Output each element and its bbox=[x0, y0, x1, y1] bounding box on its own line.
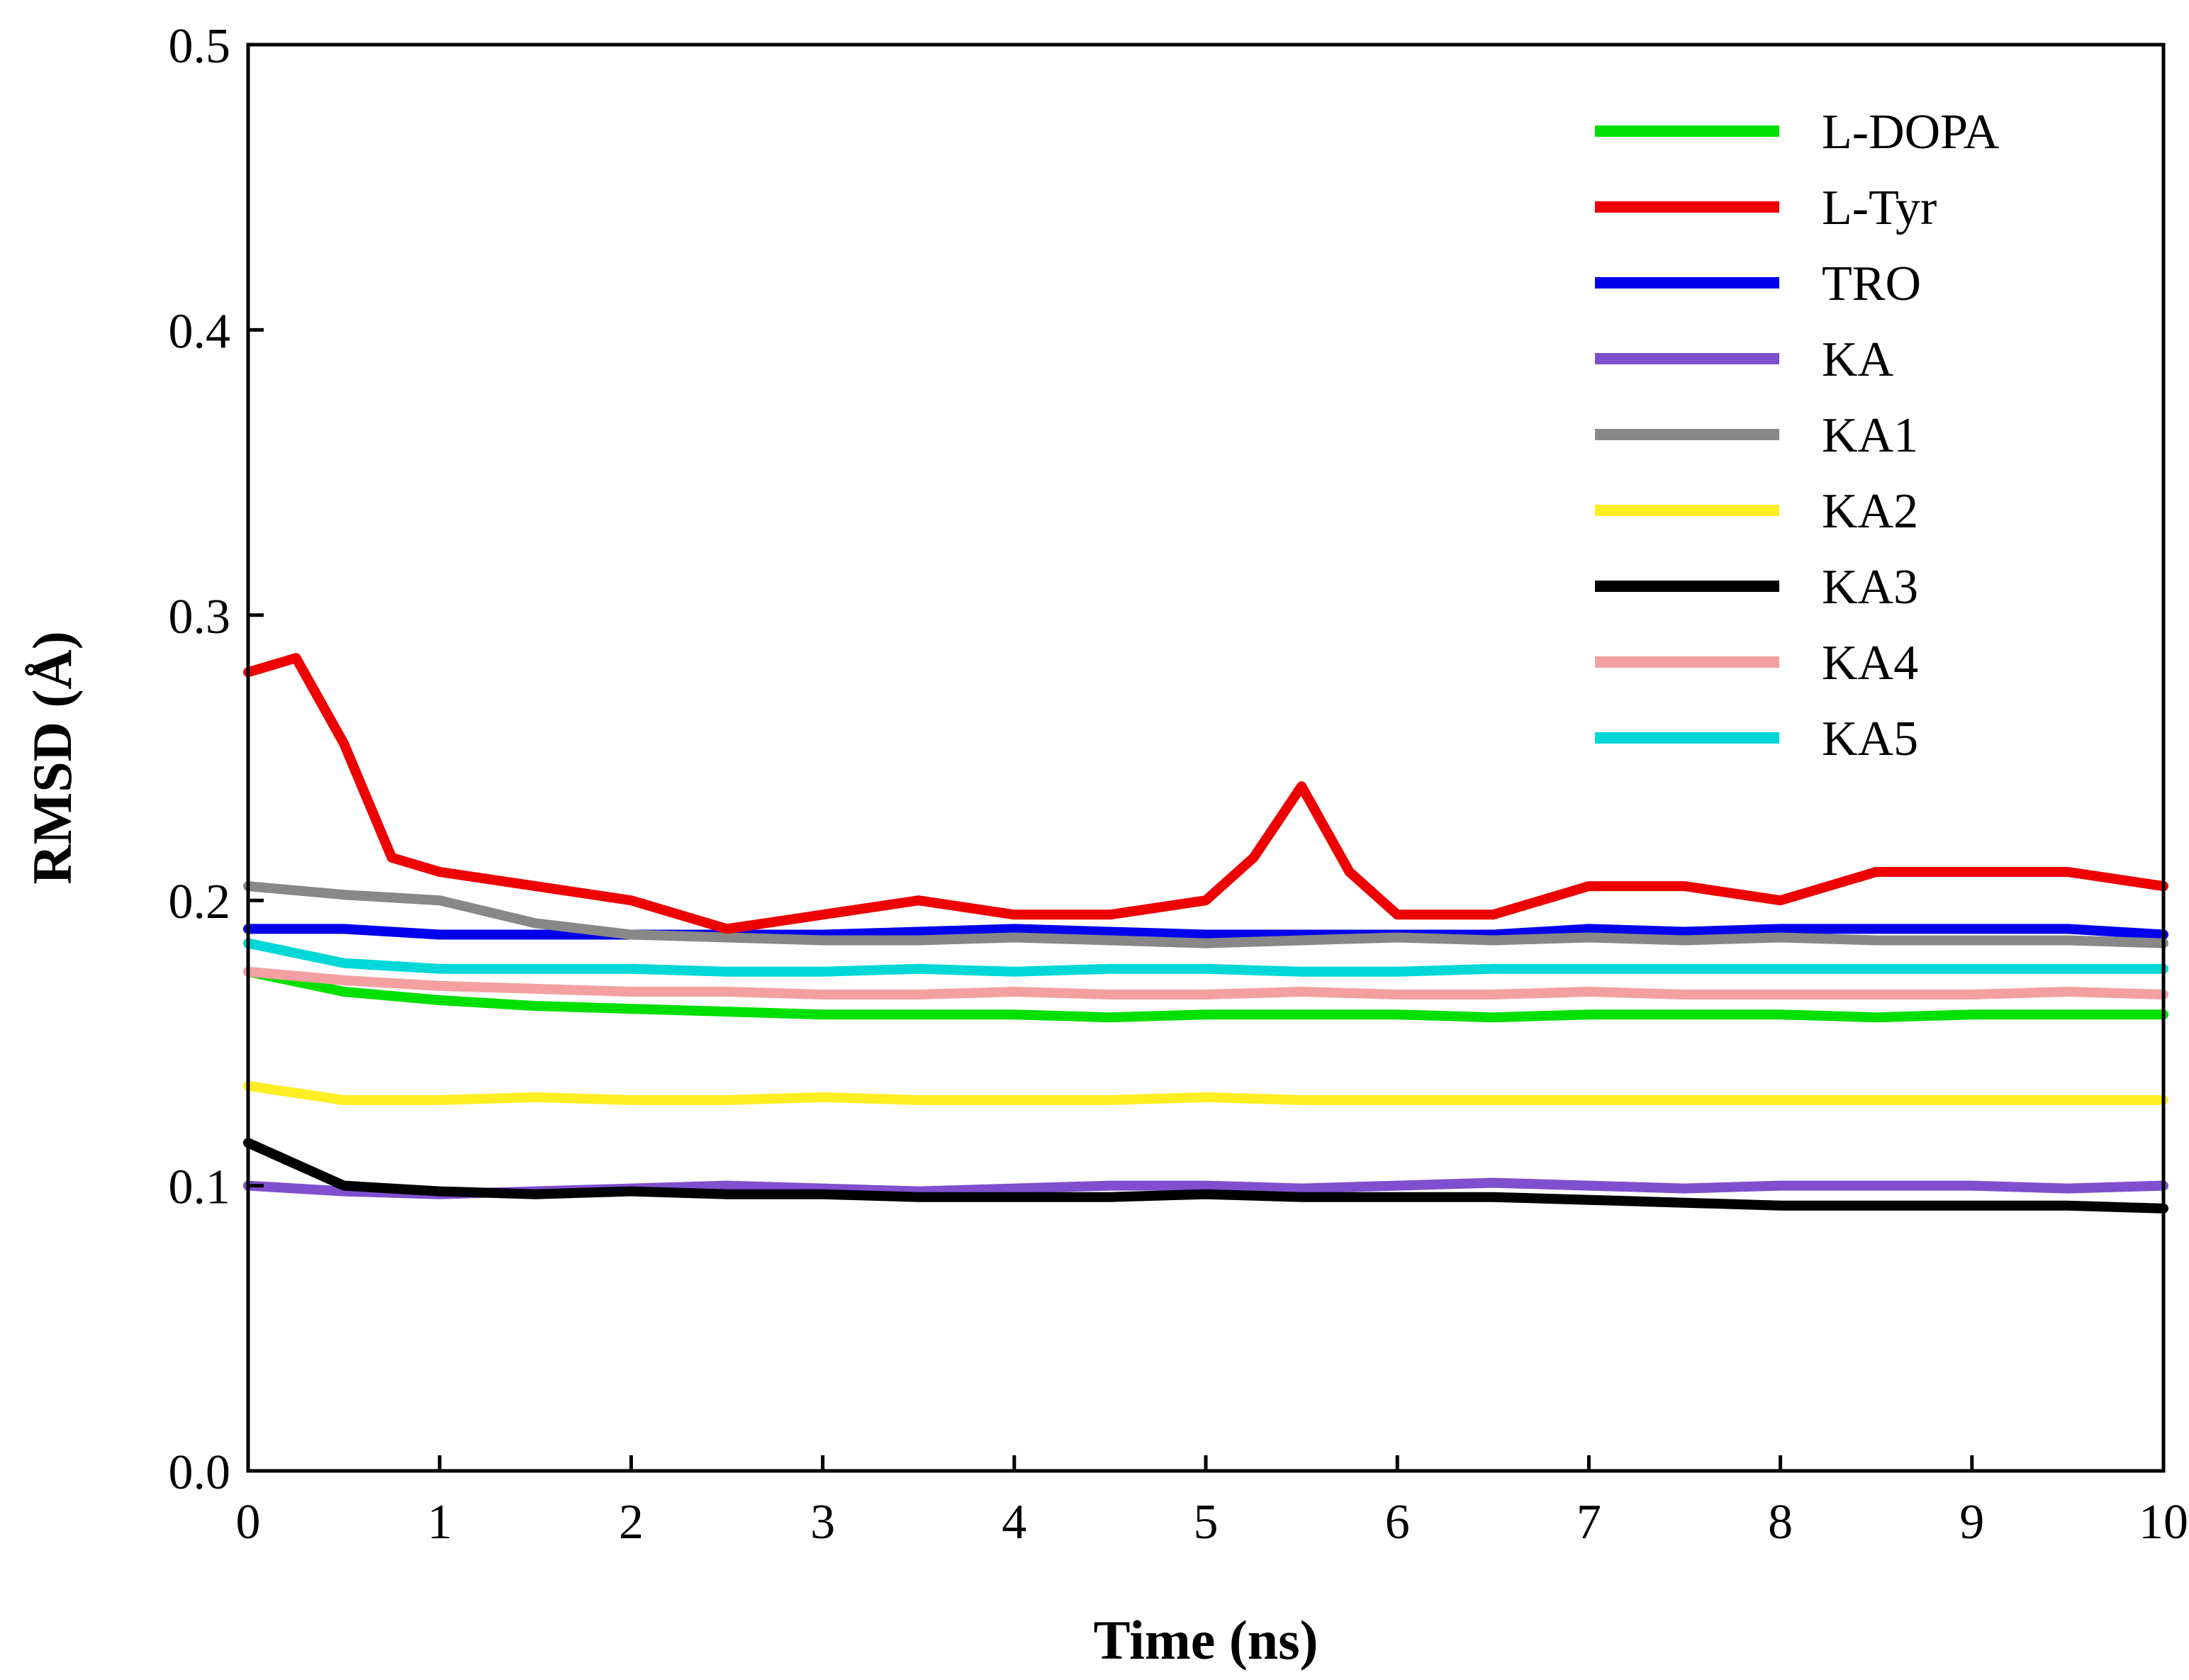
legend-label: L-DOPA bbox=[1822, 105, 2000, 159]
series-line-ka1 bbox=[243, 881, 2168, 948]
y-tick-label: 0.3 bbox=[169, 590, 231, 644]
x-tick-label: 1 bbox=[427, 1495, 452, 1550]
x-tick-label: 9 bbox=[1959, 1495, 1984, 1550]
legend-label: KA3 bbox=[1822, 560, 1918, 615]
x-tick-label: 10 bbox=[2139, 1495, 2188, 1550]
legend-label: L-Tyr bbox=[1822, 181, 1937, 235]
legend-label: KA5 bbox=[1822, 712, 1918, 766]
series-line-l-dopa bbox=[243, 966, 2168, 1023]
y-tick-label: 0.2 bbox=[169, 875, 231, 929]
series-line-ka4 bbox=[243, 966, 2168, 999]
y-tick-label: 0.4 bbox=[169, 304, 231, 359]
y-tick-label: 0.0 bbox=[169, 1445, 231, 1500]
legend-label: TRO bbox=[1822, 257, 1921, 311]
x-axis-title: Time (ns) bbox=[1093, 1609, 1318, 1671]
legend-label: KA bbox=[1822, 332, 1894, 387]
y-axis: 0.0 0.1 0.2 0.3 0.4 0.5 bbox=[169, 19, 264, 1500]
x-tick-label: 2 bbox=[619, 1495, 644, 1550]
legend-label: KA2 bbox=[1822, 484, 1918, 539]
series-line-ka3 bbox=[243, 1138, 2168, 1214]
x-tick-label: 6 bbox=[1385, 1495, 1410, 1550]
series-layer bbox=[243, 653, 2168, 1214]
legend-label: KA1 bbox=[1822, 408, 1918, 463]
x-axis: 0 1 2 3 4 5 6 7 8 9 10 bbox=[236, 1455, 2188, 1550]
y-axis-title: RMSD (Å) bbox=[21, 631, 83, 884]
y-tick-label: 0.5 bbox=[169, 19, 231, 74]
series-line-ka5 bbox=[243, 938, 2168, 977]
legend: L-DOPA L-Tyr TRO KA KA1 KA2 KA3 KA4 KA5 bbox=[1595, 105, 2000, 766]
series-line-l-tyr bbox=[243, 653, 2168, 934]
x-tick-label: 5 bbox=[1194, 1495, 1219, 1550]
x-tick-label: 3 bbox=[810, 1495, 835, 1550]
series-line-tro bbox=[243, 924, 2168, 940]
x-tick-label: 4 bbox=[1002, 1495, 1026, 1550]
x-tick-label: 8 bbox=[1768, 1495, 1793, 1550]
x-tick-label: 0 bbox=[236, 1495, 261, 1550]
legend-label: KA4 bbox=[1822, 636, 1918, 690]
y-tick-label: 0.1 bbox=[169, 1160, 231, 1215]
series-line-ka2 bbox=[243, 1080, 2168, 1105]
x-tick-label: 7 bbox=[1577, 1495, 1601, 1550]
